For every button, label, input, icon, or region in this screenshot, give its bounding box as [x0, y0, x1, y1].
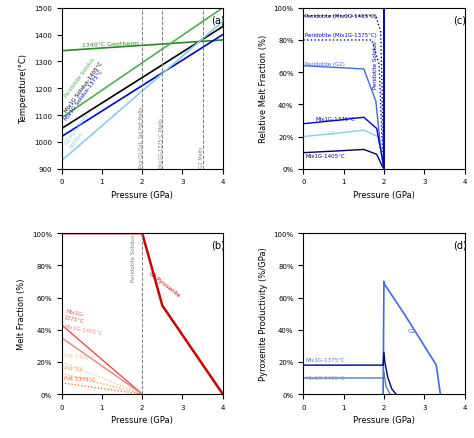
Text: (b): (b) — [211, 240, 225, 250]
Text: Mix1G Solidus-1405°C: Mix1G Solidus-1405°C — [64, 61, 104, 113]
Text: (c): (c) — [453, 15, 466, 25]
Text: G2 Melts: G2 Melts — [200, 147, 204, 168]
Text: Mix1G-1405°C: Mix1G-1405°C — [305, 375, 345, 380]
Text: Peridotite Solidus: Peridotite Solidus — [373, 42, 378, 89]
Y-axis label: Relative Melt Fraction (%): Relative Melt Fraction (%) — [259, 35, 268, 143]
Text: Peridotite (Mix1G-1405°C): Peridotite (Mix1G-1405°C) — [305, 14, 377, 18]
Y-axis label: Temperature(°C): Temperature(°C) — [19, 54, 28, 124]
Text: Mix1G-
1375°C: Mix1G- 1375°C — [64, 309, 86, 324]
X-axis label: Pressure (GPa): Pressure (GPa) — [111, 415, 173, 424]
Text: G2: G2 — [408, 328, 417, 333]
X-axis label: Pressure (GPa): Pressure (GPa) — [353, 191, 415, 200]
Text: Peridotite (Mix1G-1375°C): Peridotite (Mix1G-1375°C) — [305, 33, 377, 38]
Text: G2: G2 — [328, 131, 335, 136]
Text: Peridotite Solidus: Peridotite Solidus — [64, 57, 96, 99]
Text: Mix1G-1405°C: Mix1G-1405°C — [64, 323, 103, 336]
Y-axis label: Melt Fraction (%): Melt Fraction (%) — [17, 278, 26, 350]
Text: Mix1G-1405°C: Mix1G-1405°C — [305, 153, 345, 158]
Text: Mix1G-1375°C Melts: Mix1G-1375°C Melts — [159, 118, 164, 168]
Y-axis label: Pyroxenite Productivity (%/GPa): Pyroxenite Productivity (%/GPa) — [259, 247, 268, 381]
X-axis label: Pressure (GPa): Pressure (GPa) — [111, 191, 173, 200]
Text: Pdt G2: Pdt G2 — [64, 365, 82, 372]
Text: Pyx-Gt Out; Spl Pdt Melts: Pyx-Gt Out; Spl Pdt Melts — [139, 107, 144, 168]
Text: Pdt 1375°C: Pdt 1375°C — [64, 375, 95, 382]
Text: (d): (d) — [453, 240, 467, 250]
Text: Peridotite Solidus: Peridotite Solidus — [131, 234, 136, 282]
X-axis label: Pressure (GPa): Pressure (GPa) — [353, 415, 415, 424]
Text: Peridotite (G2): Peridotite (G2) — [305, 62, 345, 67]
Text: Pdt 1405°C: Pdt 1405°C — [64, 352, 95, 360]
Text: 1340°C Geotherm: 1340°C Geotherm — [82, 41, 139, 48]
Text: Mix1G-1375°C: Mix1G-1375°C — [316, 117, 355, 121]
Text: Mix1G Solidus-1375°C: Mix1G Solidus-1375°C — [64, 70, 104, 122]
Text: (a): (a) — [211, 15, 225, 25]
Text: G2-Pyroxenite: G2-Pyroxenite — [148, 270, 182, 298]
Text: G2-Pyroxenite
Solidus: G2-Pyroxenite Solidus — [64, 112, 95, 149]
Text: Mix1G-1375°C: Mix1G-1375°C — [305, 357, 345, 362]
